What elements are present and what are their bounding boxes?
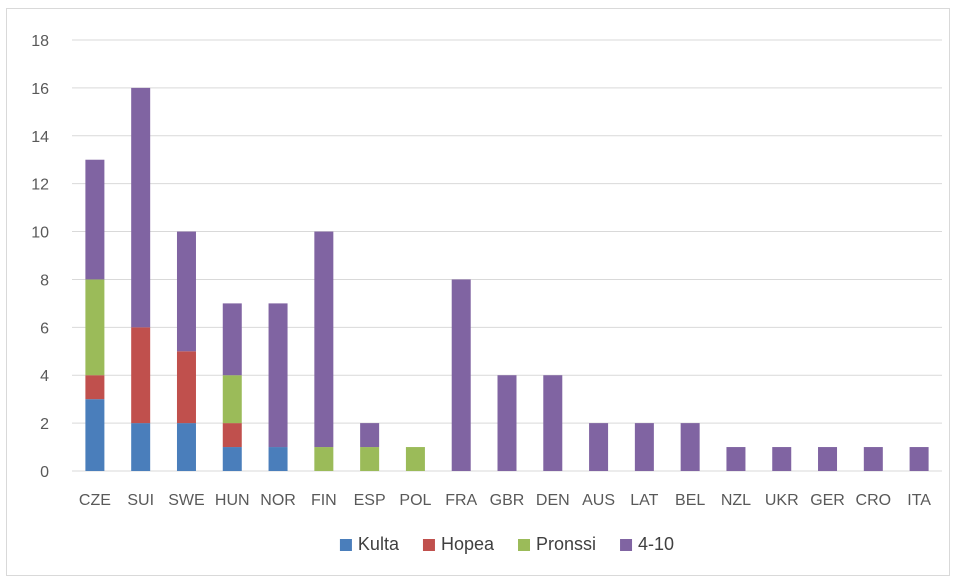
bar-segment-nzl-4-10 [726, 447, 746, 471]
bar-segment-sui-hopea [131, 327, 151, 424]
x-tick-label: SWE [168, 492, 204, 509]
x-tick-label: FRA [445, 492, 477, 509]
bar-segment-fin-4-10 [314, 231, 334, 448]
bar-segment-hun-kulta [222, 447, 242, 471]
bar-segment-bel-4-10 [680, 423, 700, 471]
y-tick-label: 12 [31, 177, 49, 194]
x-tick-label: CZE [79, 492, 111, 509]
legend-label: Kulta [358, 534, 400, 554]
x-tick-label: GER [810, 492, 845, 509]
bar-segment-cze-kulta [85, 399, 105, 471]
bar-segment-nor-kulta [268, 447, 288, 471]
chart-frame [6, 8, 950, 576]
y-tick-label: 10 [31, 225, 49, 242]
bar-segment-hun-hopea [222, 423, 242, 448]
x-tick-label: SUI [127, 492, 154, 509]
bar-segment-swe-kulta [176, 423, 196, 471]
bar-segment-lat-4-10 [634, 423, 654, 471]
bar-segment-nor-4-10 [268, 303, 288, 448]
bar-segment-swe-hopea [176, 351, 196, 424]
bar-segment-ita-4-10 [909, 447, 929, 471]
bar-segment-cze-pronssi [85, 279, 105, 376]
y-tick-label: 6 [40, 320, 49, 337]
legend-item-hopea: Hopea [422, 534, 495, 554]
gridlines [72, 39, 942, 472]
bar-segment-ukr-4-10 [772, 447, 792, 471]
legend-swatch [422, 539, 435, 551]
bar-segment-aus-4-10 [589, 423, 609, 471]
x-tick-label: ESP [354, 492, 386, 509]
y-tick-label: 2 [40, 416, 49, 433]
x-tick-label: GBR [490, 492, 525, 509]
bar-segment-cze-hopea [85, 375, 105, 400]
legend-item-pronssi: Pronssi [518, 534, 596, 554]
bar-segment-esp-4-10 [360, 423, 380, 448]
x-tick-label: ITA [907, 492, 931, 509]
x-tick-label: FIN [311, 492, 337, 509]
legend-label: 4-10 [638, 534, 674, 554]
x-tick-label: BEL [675, 492, 705, 509]
legend-item-4-10: 4-10 [620, 534, 674, 554]
bar-segment-sui-kulta [131, 423, 151, 471]
x-tick-label: CRO [856, 492, 892, 509]
x-axis-tick-labels: CZE SUI SWE HUN NOR FIN ESP POL FRA GBR DEN AUS LAT B… [79, 492, 931, 509]
legend-swatch [620, 539, 633, 551]
y-tick-label: 0 [40, 464, 49, 481]
x-tick-label: POL [399, 492, 431, 509]
legend-label: Hopea [441, 534, 495, 554]
legend-item-kulta: Kulta [339, 534, 400, 554]
bar-segment-hun-4-10 [222, 303, 242, 376]
bar-segment-gbr-4-10 [497, 375, 517, 471]
bar-segment-cze-4-10 [85, 159, 105, 280]
y-tick-label: 18 [31, 33, 49, 50]
bars [85, 87, 929, 471]
x-tick-label: NZL [721, 492, 751, 509]
bar-segment-den-4-10 [543, 375, 563, 471]
bar-segment-esp-pronssi [360, 447, 380, 471]
bar-segment-ger-4-10 [818, 447, 838, 471]
legend-swatch [339, 539, 352, 551]
bar-segment-sui-4-10 [131, 87, 151, 328]
y-tick-label: 8 [40, 272, 49, 289]
legend: Kulta Hopea Pronssi 4-10 [339, 534, 674, 554]
x-tick-label: LAT [630, 492, 658, 509]
y-tick-label: 4 [40, 368, 49, 385]
y-axis-tick-labels: 0 2 4 6 8 10 12 14 16 18 [31, 33, 49, 481]
y-tick-label: 14 [31, 129, 49, 146]
legend-swatch [518, 539, 531, 551]
bar-segment-fin-pronssi [314, 447, 334, 471]
x-tick-label: HUN [215, 492, 250, 509]
x-tick-label: UKR [765, 492, 799, 509]
legend-label: Pronssi [536, 534, 596, 554]
bar-segment-hun-pronssi [222, 375, 242, 424]
bar-segment-swe-4-10 [176, 231, 196, 352]
x-tick-label: AUS [582, 492, 615, 509]
bar-segment-fra-4-10 [451, 279, 471, 471]
x-tick-label: DEN [536, 492, 570, 509]
bar-segment-pol-pronssi [405, 447, 425, 471]
x-tick-label: NOR [260, 492, 296, 509]
bar-segment-cro-4-10 [863, 447, 883, 471]
y-tick-label: 16 [31, 81, 49, 98]
